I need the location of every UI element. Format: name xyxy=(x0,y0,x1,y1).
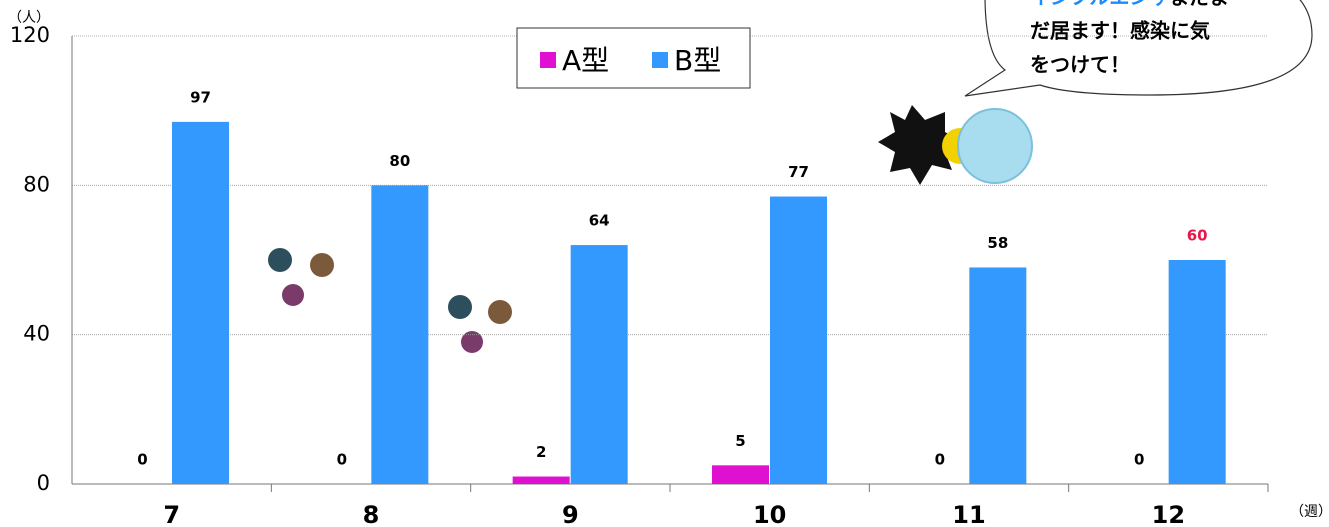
bar xyxy=(371,185,429,485)
value-label: 80 xyxy=(389,152,410,170)
bubble-text: インフルエンザまだま xyxy=(1030,0,1229,9)
y-axis-label: （人） xyxy=(8,10,50,26)
x-tick-label: 11 xyxy=(952,501,985,527)
speech-bubble xyxy=(964,0,1313,97)
x-tick-label: 10 xyxy=(753,501,786,527)
x-axis-label: （週） xyxy=(1290,504,1329,520)
value-label: 64 xyxy=(589,212,610,230)
value-label: 58 xyxy=(987,234,1008,252)
y-tick-label: 40 xyxy=(23,322,50,346)
y-tick-label: 0 xyxy=(37,471,50,495)
legend-swatch xyxy=(652,52,668,68)
bar xyxy=(969,267,1027,484)
value-label: 2 xyxy=(536,443,546,461)
bar xyxy=(1168,260,1226,484)
value-label: 0 xyxy=(337,451,347,469)
bar xyxy=(172,121,229,484)
bubble-text: をつけて！ xyxy=(1030,53,1130,77)
virus-icons xyxy=(268,105,1033,353)
bar xyxy=(712,465,769,484)
value-label: 60 xyxy=(1187,227,1208,245)
x-tick-label: 12 xyxy=(1152,501,1185,527)
y-tick-label: 120 xyxy=(10,23,50,47)
legend-swatch xyxy=(540,52,556,68)
bar xyxy=(570,245,628,484)
value-label: 0 xyxy=(137,451,147,469)
value-label: 0 xyxy=(935,451,945,469)
legend-label: A型 xyxy=(562,44,609,77)
x-tick-label: 9 xyxy=(562,501,579,527)
value-label: 5 xyxy=(735,432,745,450)
bar xyxy=(770,196,827,485)
bar xyxy=(512,476,570,484)
y-tick-label: 80 xyxy=(23,172,50,196)
x-tick-label: 7 xyxy=(163,501,180,527)
value-label: 77 xyxy=(788,163,809,181)
value-label: 0 xyxy=(1134,451,1144,469)
legend-label: B型 xyxy=(674,44,721,77)
bubble-text: だ居ます！感染に気 xyxy=(1030,19,1210,43)
x-tick-label: 8 xyxy=(363,501,380,527)
value-label: 97 xyxy=(190,88,211,106)
